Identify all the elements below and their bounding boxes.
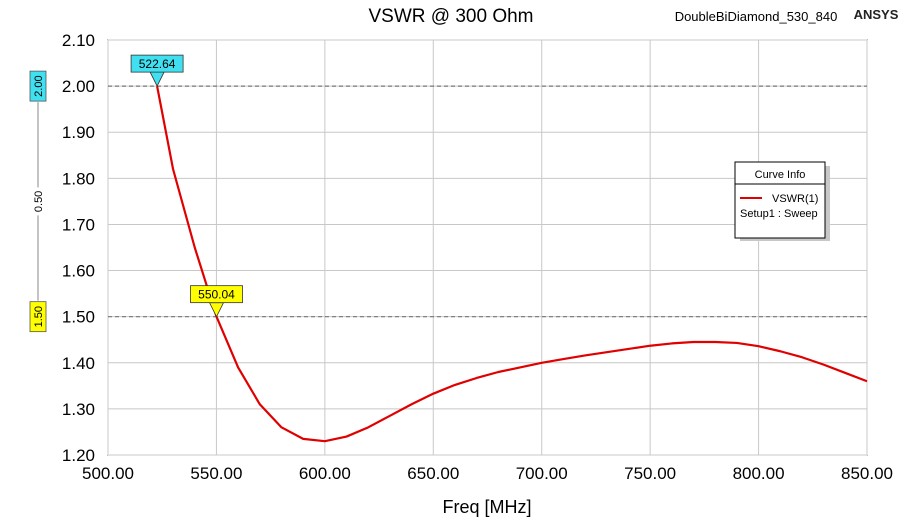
x-axis-ticks: 500.00 550.00 600.00 650.00 700.00 750.00 800.… <box>82 464 893 483</box>
series-line-vswr <box>156 85 868 443</box>
legend-entry-setup: Setup1 : Sweep <box>740 208 818 220</box>
y-tick-label: 1.70 <box>62 215 95 234</box>
y-tick-label: 1.80 <box>62 169 95 188</box>
marker-label-box[interactable] <box>130 54 184 73</box>
delta-label: 0.50 <box>33 191 45 212</box>
y-tick-label: 1.20 <box>62 446 95 465</box>
delta-label-bg <box>31 187 45 216</box>
marker-label: 522.64 <box>139 57 176 71</box>
marker-label-box[interactable] <box>190 285 243 304</box>
marker-group: 522.64 550.04 <box>130 54 243 318</box>
legend-title: Curve Info <box>755 169 806 181</box>
reference-value-label: 2.00 <box>33 75 45 96</box>
x-tick-label: 750.00 <box>624 464 676 483</box>
ansys-brand: ANSYS <box>854 7 899 22</box>
x-tick-label: 550.00 <box>190 464 242 483</box>
design-name: DoubleBiDiamond_530_840 <box>675 9 838 24</box>
x-tick-label: 650.00 <box>407 464 459 483</box>
series-group <box>156 85 868 443</box>
legend-entry-vswr: VSWR(1) <box>772 193 818 205</box>
y-tick-label: 1.30 <box>62 400 95 419</box>
y-tick-label: 1.50 <box>62 308 95 327</box>
reference-value-label: 1.50 <box>33 306 45 327</box>
x-tick-label: 800.00 <box>733 464 785 483</box>
x-axis-label: Freq [MHz] <box>442 497 531 517</box>
y-tick-label: 1.40 <box>62 354 95 373</box>
marker-label: 550.04 <box>198 288 235 302</box>
y-tick-label: 2.10 <box>62 31 95 50</box>
x-tick-label: 500.00 <box>82 464 134 483</box>
y-tick-label: 1.60 <box>62 262 95 281</box>
chart-title: VSWR @ 300 Ohm <box>369 6 534 27</box>
y-axis-ticks: 1.20 1.30 1.40 1.50 1.60 1.70 1.80 1.90 2.00 2.10 <box>62 31 95 465</box>
legend-box <box>734 161 826 239</box>
y-tick-label: 2.00 <box>62 77 95 96</box>
reference-lines: 2.00 1.50 <box>29 70 867 333</box>
x-tick-label: 850.00 <box>841 464 893 483</box>
reference-value-box <box>29 301 47 333</box>
reference-value-box <box>29 70 47 102</box>
y-tick-label: 1.90 <box>62 123 95 142</box>
x-tick-label: 700.00 <box>516 464 568 483</box>
plot-area <box>107 39 868 456</box>
x-tick-label: 600.00 <box>299 464 351 483</box>
legend[interactable]: Curve Info VSWR(1) Setup1 : Sweep <box>734 161 830 241</box>
